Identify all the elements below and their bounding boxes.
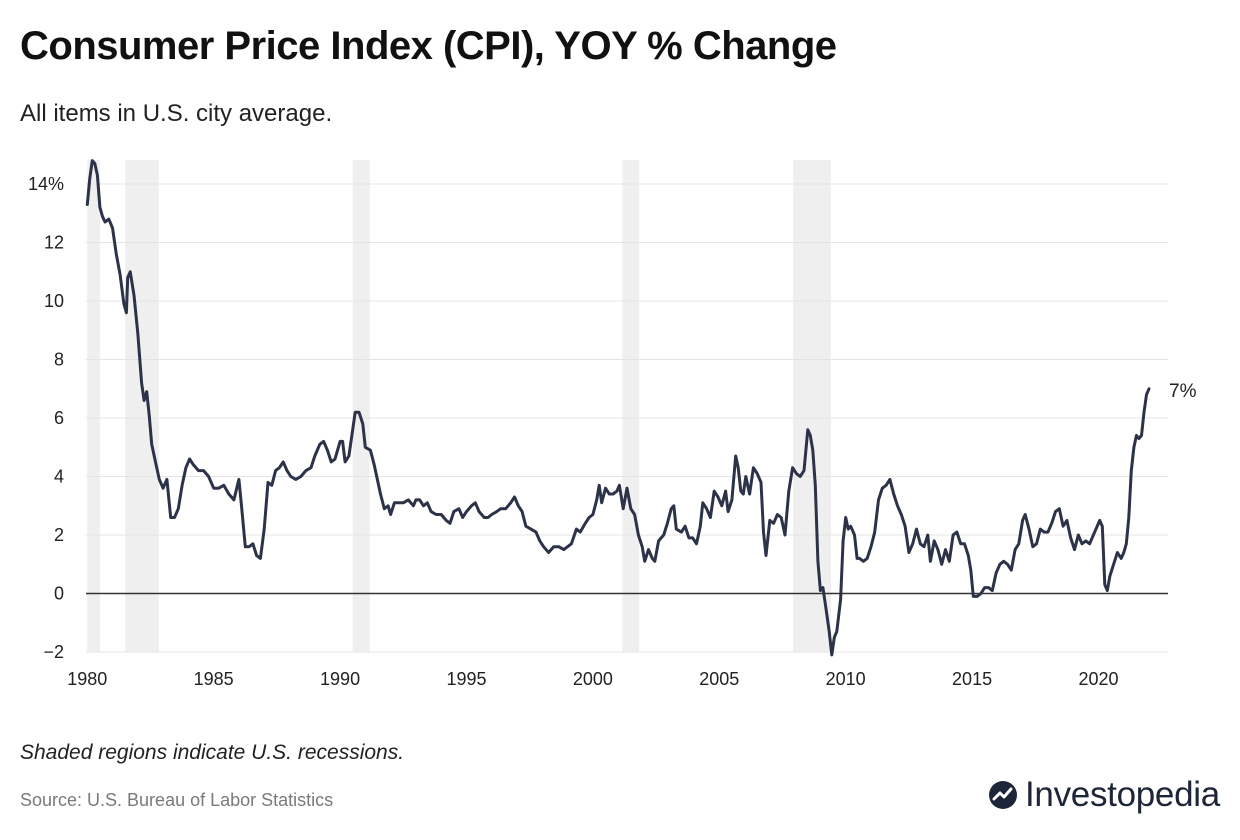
chart-title: Consumer Price Index (CPI), YOY % Change <box>20 24 837 68</box>
gridlines <box>86 183 1168 653</box>
x-tick-label: 2020 <box>1078 669 1118 689</box>
x-tick-label: 2010 <box>826 669 866 689</box>
y-axis-ticks: −2 0 2 4 6 8 10 12 14% <box>28 174 64 662</box>
x-tick-label: 1995 <box>446 669 486 689</box>
x-tick-label: 1985 <box>194 669 234 689</box>
x-tick-label: 2000 <box>573 669 613 689</box>
latest-value-label: 7% <box>1169 381 1197 402</box>
x-tick-label: 1980 <box>67 669 107 689</box>
cpi-series-line <box>85 159 1151 657</box>
recession-band-1 <box>87 160 100 652</box>
brand-name: Investopedia <box>1025 775 1220 814</box>
recession-band-2 <box>125 160 159 652</box>
y-tick-label: 12 <box>44 233 64 253</box>
investopedia-logo: Investopedia <box>988 772 1220 818</box>
y-tick-label: 14% <box>28 174 64 194</box>
y-tick-label: 0 <box>54 584 64 604</box>
y-tick-label: 10 <box>44 291 64 311</box>
x-axis-ticks: 1980 1985 1990 1995 2000 2005 2010 2015 2020 <box>67 669 1118 689</box>
x-tick-label: 2005 <box>699 669 739 689</box>
x-tick-label: 2015 <box>952 669 992 689</box>
recession-shading <box>87 160 832 652</box>
recession-note: Shaded regions indicate U.S. recessions. <box>20 741 405 764</box>
recession-band-3 <box>352 160 370 652</box>
y-tick-label: 4 <box>54 467 64 487</box>
y-tick-label: −2 <box>43 642 64 662</box>
y-tick-label: 2 <box>54 525 64 545</box>
x-tick-label: 1990 <box>320 669 360 689</box>
recession-band-5 <box>793 160 832 652</box>
chart-subtitle: All items in U.S. city average. <box>20 100 333 127</box>
y-tick-label: 6 <box>54 408 64 428</box>
recession-band-4 <box>622 160 640 652</box>
source-credit: Source: U.S. Bureau of Labor Statistics <box>20 790 334 810</box>
y-tick-label: 8 <box>54 350 64 370</box>
investopedia-logo-icon <box>989 781 1017 809</box>
